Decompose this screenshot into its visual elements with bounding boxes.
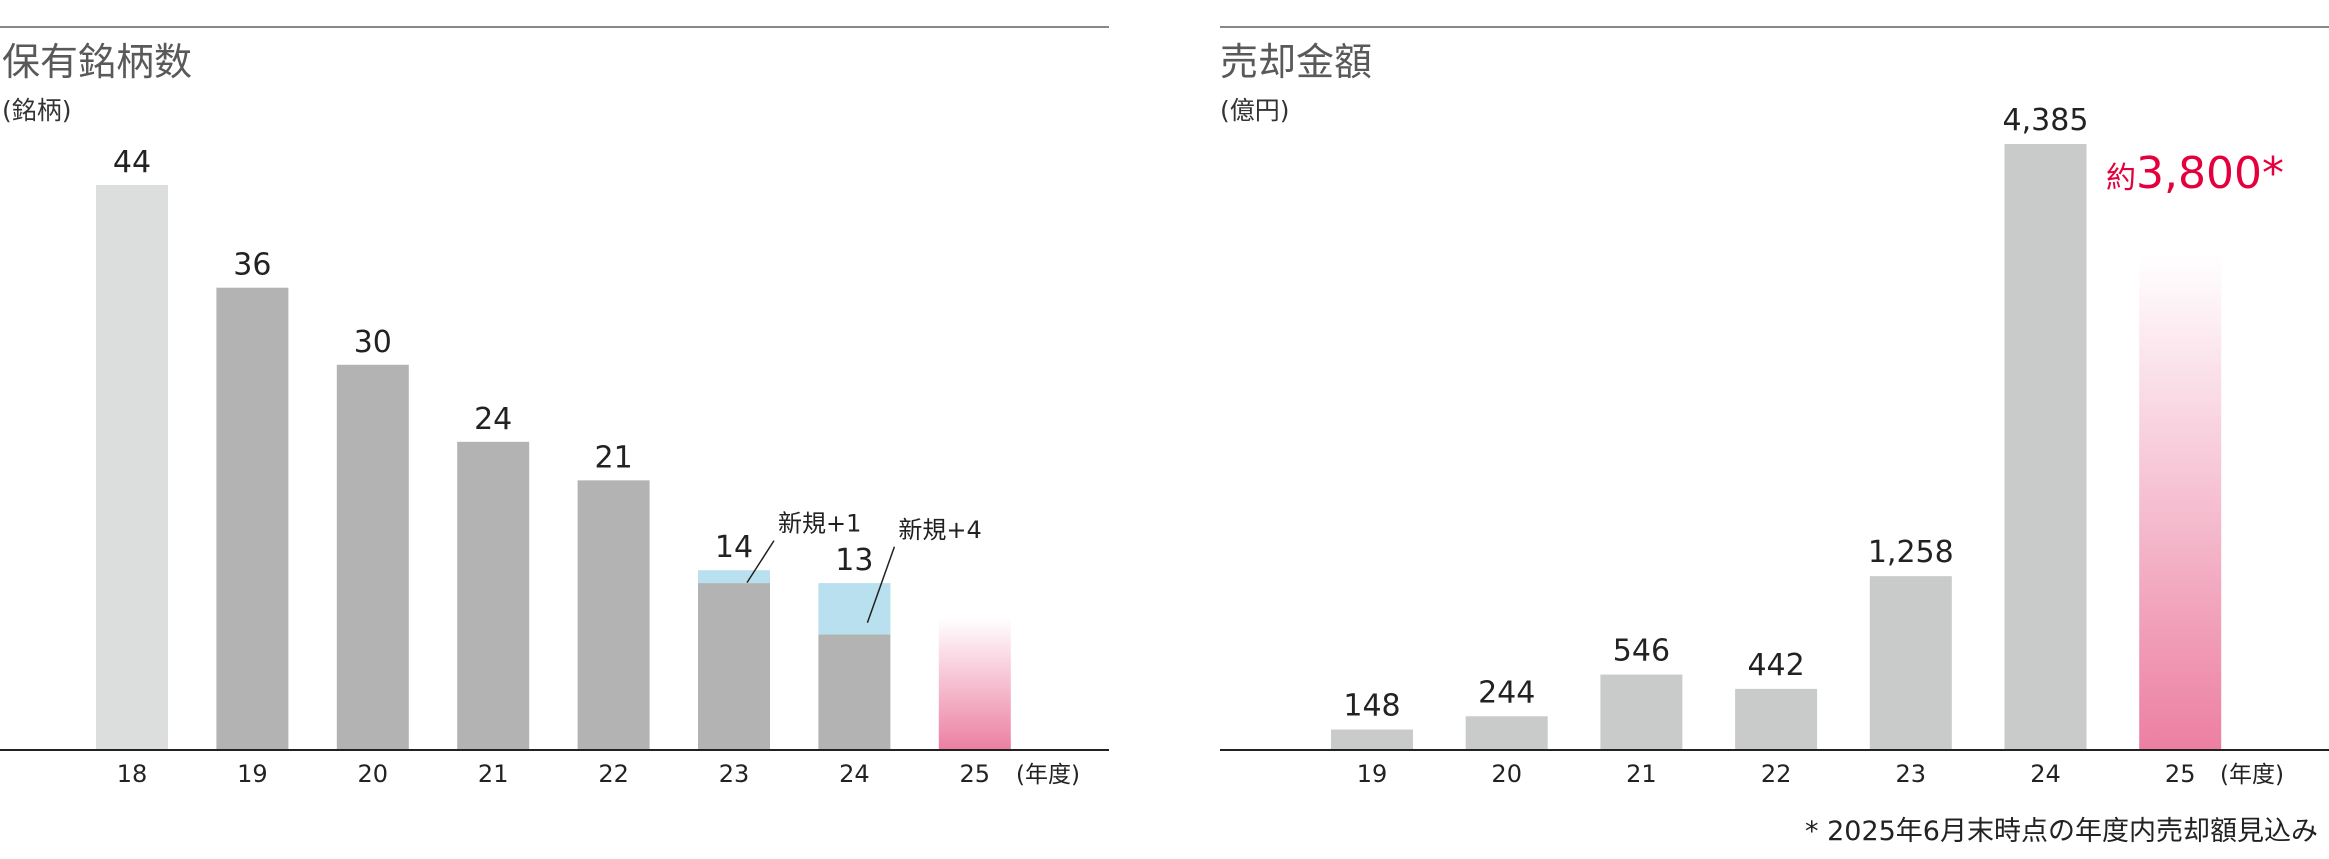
holdings-tick-label: 22 (598, 760, 629, 788)
sales-bar (1465, 716, 1548, 750)
holdings-value-label: 13 (835, 543, 873, 578)
sales-tick-label: 22 (1761, 760, 1792, 788)
sales-chart: 売却金額 (億円) 19 148 20 244 21 546 22 442 23 1,258 24 4… (1220, 26, 2329, 788)
sales-value-label: 148 (1343, 689, 1400, 724)
holdings-annotation-leader (746, 540, 775, 584)
holdings-unit-label: (銘柄) (2, 96, 72, 125)
sales-forecast-bar (2139, 256, 2222, 750)
holdings-value-label: 14 (715, 530, 753, 565)
holdings-bar (336, 364, 409, 750)
footnote: * 2025年6月末時点の年度内売却額見込み (1805, 816, 2318, 847)
sales-chart-title: 売却金額 (1220, 40, 1372, 84)
holdings-forecast-bar (938, 618, 1011, 750)
holdings-new-addition-segment (698, 570, 770, 584)
holdings-annotation-label: 新規+1 (778, 510, 861, 538)
sales-bar (2004, 144, 2087, 750)
sales-bar (1869, 576, 1952, 750)
holdings-value-label: 30 (354, 325, 392, 360)
holdings-value-label: 21 (595, 440, 633, 475)
holdings-bar (818, 634, 891, 750)
sales-tick-label: 25 (2165, 760, 2196, 788)
holdings-bar (698, 583, 770, 750)
holdings-value-label: 24 (474, 402, 512, 437)
holdings-bars: 18 44 19 36 20 30 21 24 22 21 23 14 24 13 25 新規+1 新規+4 (96, 145, 1011, 788)
holdings-x-unit-label: (年度) (1016, 762, 1080, 788)
sales-bar (1331, 729, 1413, 750)
holdings-chart: 保有銘柄数 (銘柄) 18 44 19 36 20 30 21 24 22 21 23 14 24 13 2… (0, 26, 1109, 788)
holdings-annotation-label: 新規+4 (898, 516, 981, 544)
holdings-new-addition-segment (818, 583, 891, 635)
sales-forecast-value-label: 約3,800* (2106, 148, 2284, 199)
holdings-chart-title: 保有銘柄数 (2, 40, 192, 84)
sales-tick-label: 19 (1357, 760, 1388, 788)
holdings-tick-label: 25 (960, 760, 991, 788)
holdings-bar (457, 441, 530, 750)
sales-tick-label: 21 (1626, 760, 1657, 788)
holdings-value-label: 36 (233, 248, 271, 283)
sales-value-label: 442 (1747, 648, 1804, 683)
holdings-tick-label: 19 (237, 760, 268, 788)
sales-bars: 19 148 20 244 21 546 22 442 23 1,258 24 4,385 25 約3,8… (1331, 103, 2284, 788)
sales-tick-label: 20 (1491, 760, 1522, 788)
holdings-annotation-leader (866, 546, 896, 624)
holdings-bar (577, 480, 650, 750)
sales-value-label: 244 (1478, 675, 1535, 710)
holdings-value-label: 44 (113, 145, 151, 180)
sales-unit-label: (億円) (1220, 96, 1290, 125)
sales-value-label: 1,258 (1868, 535, 1954, 570)
holdings-tick-label: 18 (117, 760, 148, 788)
holdings-bar (96, 185, 168, 750)
sales-bar (1600, 674, 1683, 750)
sales-x-unit-label: (年度) (2220, 762, 2284, 788)
sales-value-label: 4,385 (2003, 103, 2089, 138)
holdings-tick-label: 23 (719, 760, 750, 788)
holdings-tick-label: 21 (478, 760, 509, 788)
holdings-bar (216, 287, 289, 750)
sales-tick-label: 24 (2030, 760, 2061, 788)
sales-value-label: 546 (1613, 634, 1670, 669)
holdings-tick-label: 20 (358, 760, 389, 788)
sales-bar (1735, 688, 1818, 750)
sales-tick-label: 23 (1896, 760, 1927, 788)
holdings-tick-label: 24 (839, 760, 870, 788)
